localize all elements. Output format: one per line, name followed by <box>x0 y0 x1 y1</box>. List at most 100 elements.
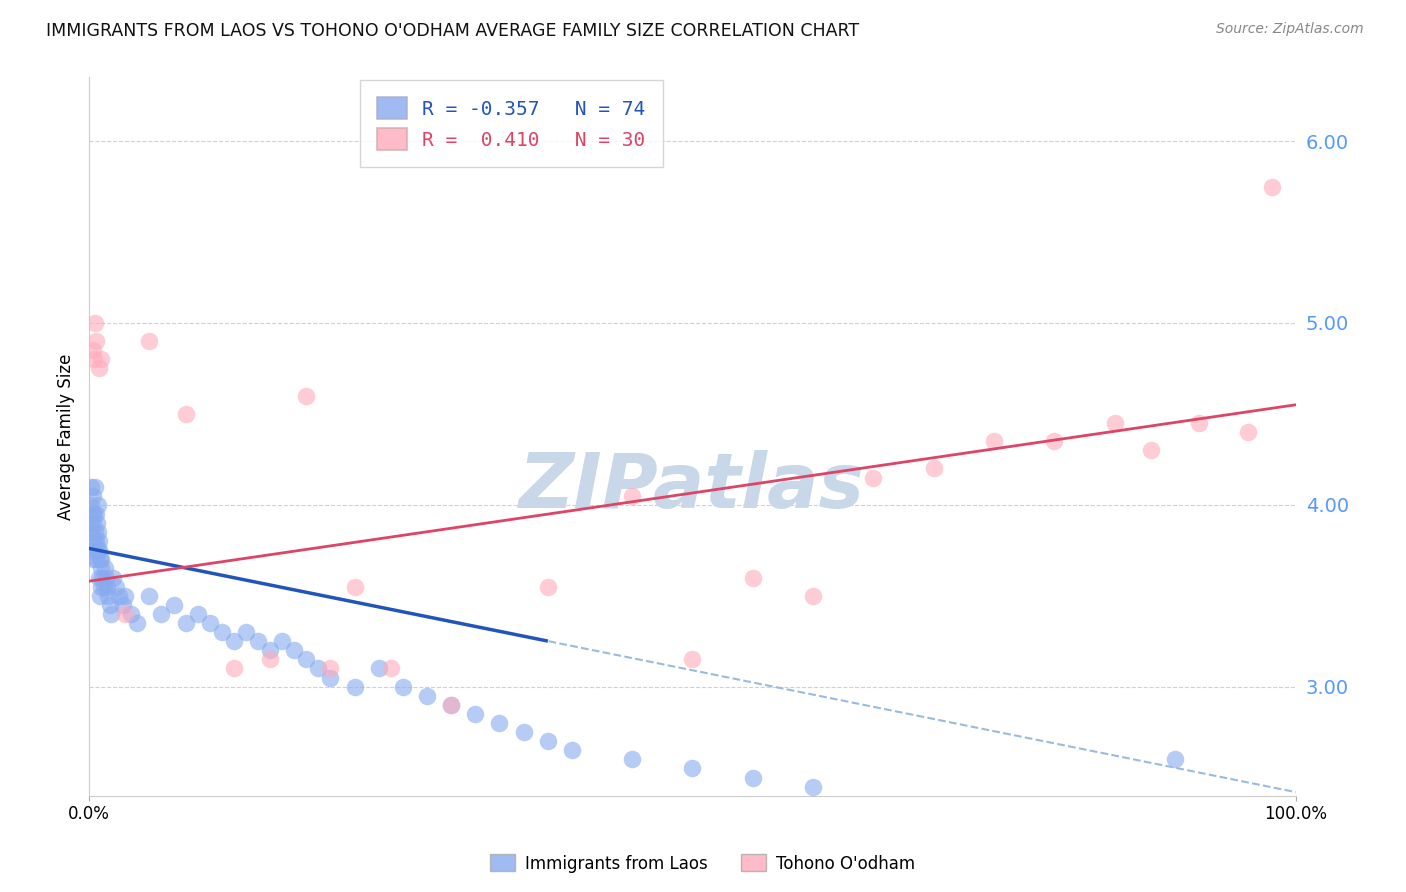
Point <box>90 580 112 594</box>
Point <box>512 725 534 739</box>
Point <box>89 552 111 566</box>
Point <box>87 534 110 549</box>
Point <box>343 680 366 694</box>
Point <box>84 507 107 521</box>
Point <box>488 716 510 731</box>
Point <box>84 316 107 330</box>
Point <box>343 580 366 594</box>
Y-axis label: Average Family Size: Average Family Size <box>58 353 75 520</box>
Point <box>1104 416 1126 430</box>
Point <box>150 607 173 621</box>
Point <box>464 706 486 721</box>
Text: Source: ZipAtlas.com: Source: ZipAtlas.com <box>1216 22 1364 37</box>
Point <box>259 652 281 666</box>
Point <box>392 680 415 694</box>
Point <box>922 461 945 475</box>
Point <box>98 598 121 612</box>
Point <box>174 407 197 421</box>
Point <box>862 470 884 484</box>
Point <box>84 480 107 494</box>
Point <box>82 343 104 358</box>
Point <box>162 598 184 612</box>
Point <box>741 570 763 584</box>
Point <box>1164 752 1187 766</box>
Point <box>440 698 463 712</box>
Point <box>1260 179 1282 194</box>
Point <box>83 507 105 521</box>
Point <box>187 607 209 621</box>
Point <box>90 561 112 575</box>
Point <box>319 661 342 675</box>
Point <box>104 580 127 594</box>
Point <box>84 524 107 539</box>
Point <box>1140 443 1163 458</box>
Point <box>94 561 117 575</box>
Text: ZIPatlas: ZIPatlas <box>519 450 866 524</box>
Point <box>84 334 107 348</box>
Point <box>83 543 105 558</box>
Point <box>87 570 110 584</box>
Point <box>247 634 270 648</box>
Point <box>367 661 389 675</box>
Point <box>89 543 111 558</box>
Point <box>307 661 329 675</box>
Point <box>416 689 439 703</box>
Point <box>87 524 110 539</box>
Point <box>100 607 122 621</box>
Point <box>138 334 160 348</box>
Point <box>86 516 108 530</box>
Point <box>235 625 257 640</box>
Point <box>79 516 101 530</box>
Point <box>86 498 108 512</box>
Point <box>741 771 763 785</box>
Point <box>90 352 112 367</box>
Point <box>174 615 197 630</box>
Point <box>82 489 104 503</box>
Text: IMMIGRANTS FROM LAOS VS TOHONO O'ODHAM AVERAGE FAMILY SIZE CORRELATION CHART: IMMIGRANTS FROM LAOS VS TOHONO O'ODHAM A… <box>46 22 859 40</box>
Point <box>295 389 318 403</box>
Point <box>93 580 115 594</box>
Point <box>120 607 142 621</box>
Point <box>89 589 111 603</box>
Point <box>295 652 318 666</box>
Point <box>114 589 136 603</box>
Point <box>537 580 560 594</box>
Legend: R = -0.357   N = 74, R =  0.410   N = 30: R = -0.357 N = 74, R = 0.410 N = 30 <box>360 80 662 167</box>
Point <box>82 552 104 566</box>
Point <box>111 598 134 612</box>
Point <box>84 534 107 549</box>
Point <box>222 661 245 675</box>
Point <box>108 589 131 603</box>
Point <box>198 615 221 630</box>
Point <box>621 752 644 766</box>
Point <box>1236 425 1258 439</box>
Point <box>537 734 560 748</box>
Point <box>211 625 233 640</box>
Point <box>83 352 105 367</box>
Point <box>138 589 160 603</box>
Point <box>97 589 120 603</box>
Point <box>801 589 824 603</box>
Point <box>283 643 305 657</box>
Point <box>271 634 294 648</box>
Legend: Immigrants from Laos, Tohono O'odham: Immigrants from Laos, Tohono O'odham <box>484 847 922 880</box>
Point <box>621 489 644 503</box>
Point <box>87 361 110 376</box>
Point <box>380 661 402 675</box>
Point <box>86 543 108 558</box>
Point <box>983 434 1005 449</box>
Point <box>222 634 245 648</box>
Point <box>114 607 136 621</box>
Point <box>80 524 103 539</box>
Point <box>80 480 103 494</box>
Point <box>440 698 463 712</box>
Point <box>80 507 103 521</box>
Point <box>83 534 105 549</box>
Point <box>103 570 125 584</box>
Point <box>801 780 824 794</box>
Point <box>682 652 704 666</box>
Point <box>259 643 281 657</box>
Point <box>90 552 112 566</box>
Point <box>1188 416 1211 430</box>
Point <box>682 762 704 776</box>
